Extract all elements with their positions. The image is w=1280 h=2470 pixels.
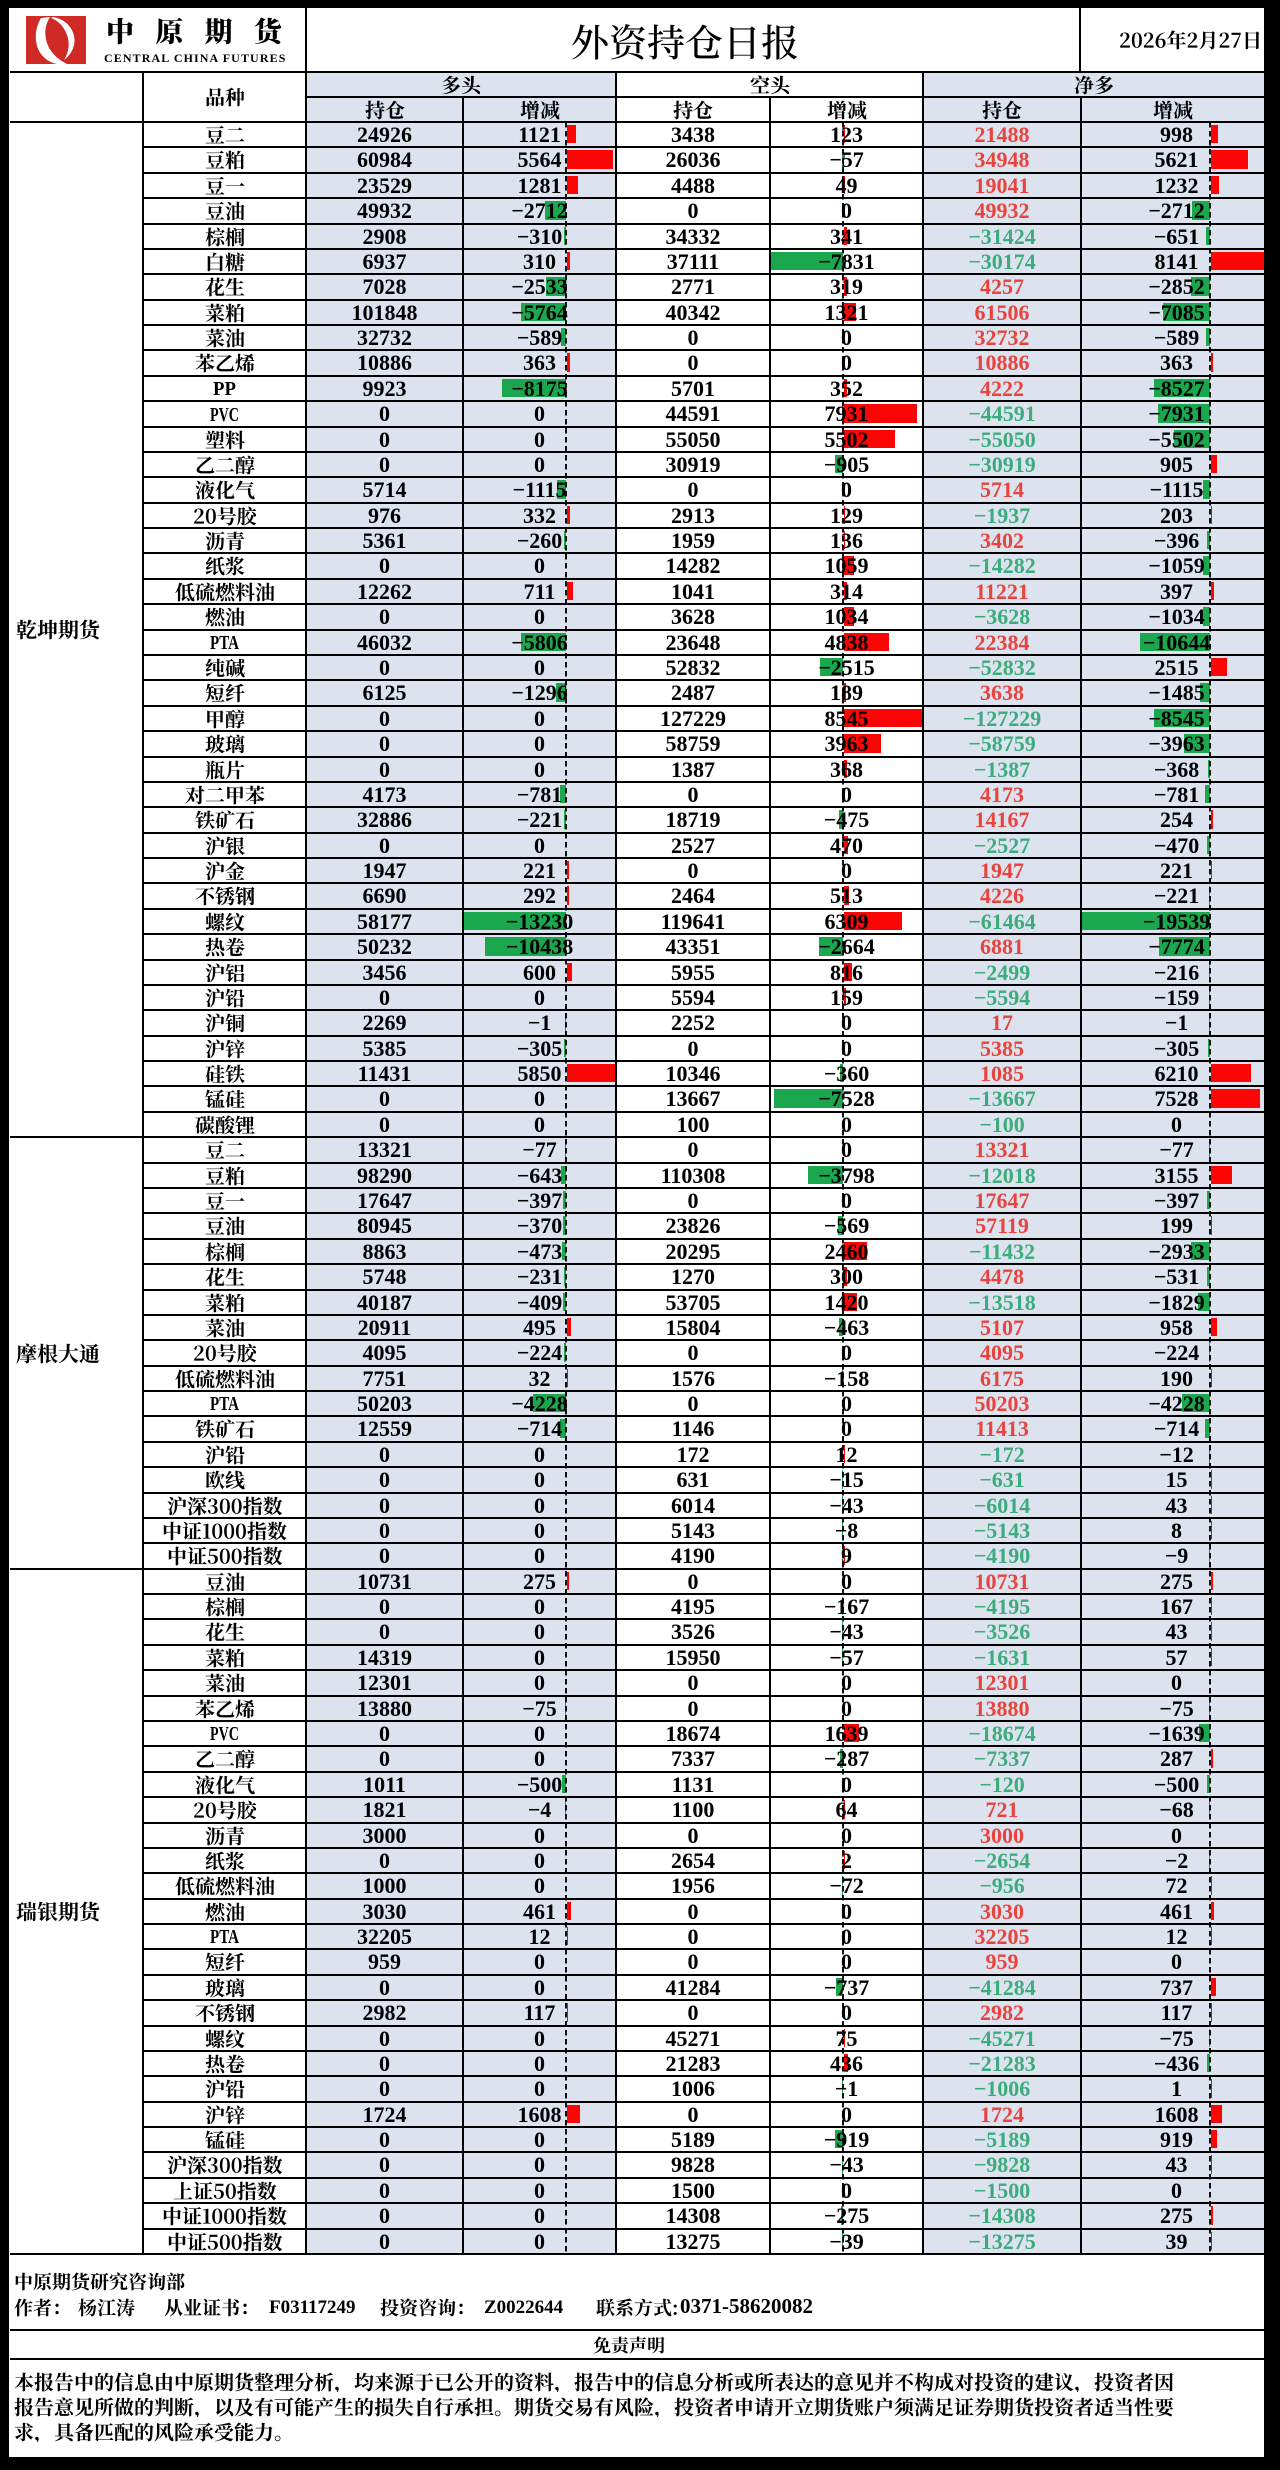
svg-text:PP: PP <box>213 378 236 400</box>
svg-text:PTA: PTA <box>210 632 239 654</box>
svg-text:PVC: PVC <box>210 1723 239 1745</box>
svg-text:PTA: PTA <box>210 1393 239 1415</box>
svg-text:PVC: PVC <box>210 404 239 426</box>
svg-text:PTA: PTA <box>210 1926 239 1948</box>
